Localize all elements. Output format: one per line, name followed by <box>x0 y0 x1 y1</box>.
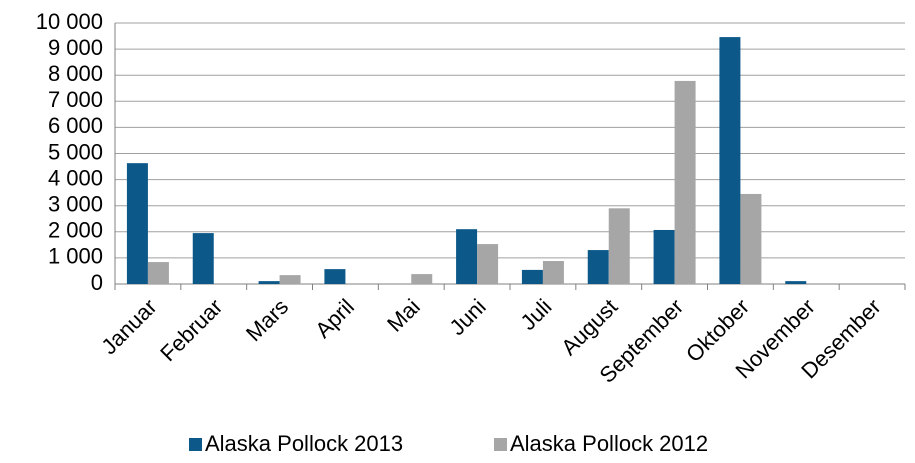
x-tick-label: Februar <box>155 294 227 366</box>
y-tick-label: 4 000 <box>48 165 103 190</box>
y-tick-label: 1 000 <box>48 244 103 269</box>
x-tick-label: Mars <box>241 294 293 346</box>
bar <box>411 274 433 284</box>
bar <box>608 208 630 284</box>
y-tick-label: 7 000 <box>48 87 103 112</box>
y-tick-label: 2 000 <box>48 218 103 243</box>
bar <box>674 80 696 284</box>
bar <box>126 163 148 284</box>
bar <box>477 244 499 284</box>
x-tick-label: Juni <box>445 294 491 340</box>
bar <box>456 229 478 284</box>
bar <box>521 269 543 284</box>
x-tick-label: Januar <box>96 294 161 359</box>
x-tick-label: Mai <box>382 294 425 337</box>
bar <box>324 269 346 284</box>
bar <box>279 275 301 284</box>
x-tick-label: April <box>310 294 359 343</box>
bar <box>653 229 675 284</box>
x-tick-label: Juli <box>516 294 557 335</box>
bar <box>740 193 762 284</box>
bar <box>719 37 741 285</box>
legend-label: Alaska Pollock 2013 <box>205 431 403 456</box>
y-tick-label: 10 000 <box>36 9 103 34</box>
legend-label: Alaska Pollock 2012 <box>510 431 708 456</box>
bar <box>192 233 214 284</box>
legend-swatch <box>189 438 202 451</box>
y-tick-label: 0 <box>91 270 103 295</box>
legend-swatch <box>494 438 507 451</box>
bar <box>785 281 807 284</box>
bar <box>258 281 280 284</box>
y-tick-label: 5 000 <box>48 139 103 164</box>
y-tick-label: 8 000 <box>48 61 103 86</box>
bar <box>147 262 169 284</box>
y-tick-label: 3 000 <box>48 192 103 217</box>
y-tick-label: 6 000 <box>48 113 103 138</box>
x-tick-label: August <box>556 294 622 360</box>
bar <box>542 261 564 284</box>
y-tick-label: 9 000 <box>48 35 103 60</box>
bar <box>587 250 609 284</box>
